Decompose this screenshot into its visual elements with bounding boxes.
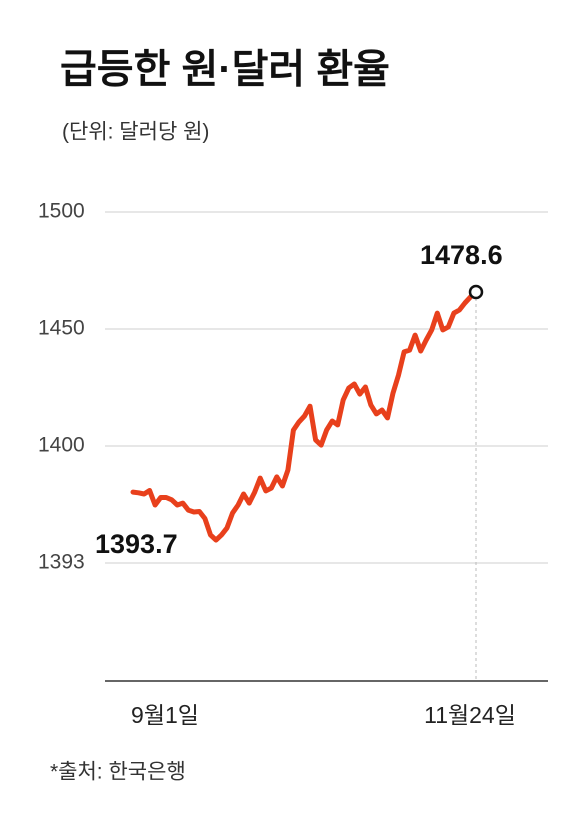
end-point xyxy=(468,284,484,300)
source: *출처: 한국은행 xyxy=(50,761,186,784)
y-tick-label: 1500 xyxy=(38,200,85,223)
chart-title: 급등한 원·달러 환율 xyxy=(60,48,390,92)
line xyxy=(130,289,479,543)
y-tick-label: 1400 xyxy=(38,434,85,457)
y-tick-label: 1393 xyxy=(38,551,85,574)
x-tick-label: 9월1일 xyxy=(131,702,199,728)
x-tick-label: 11월24일 xyxy=(424,702,516,728)
annotation: 1478.6 xyxy=(420,240,503,270)
y-tick-label: 1450 xyxy=(38,317,85,340)
chart-subtitle: (단위: 달러당 원) xyxy=(62,121,209,144)
annotation: 1393.7 xyxy=(95,529,178,559)
